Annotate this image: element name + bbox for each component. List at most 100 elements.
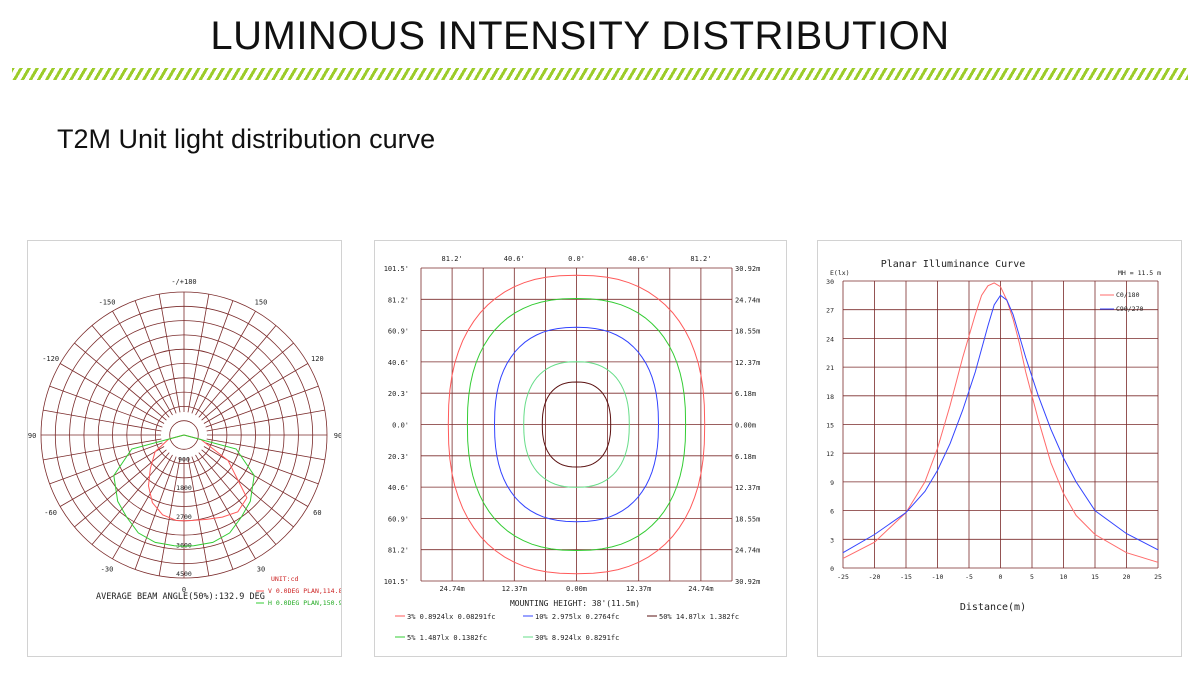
polar-spoke <box>191 456 234 570</box>
illum-y-tick: 12 <box>826 450 834 458</box>
polar-radial-label: 1800 <box>176 484 192 492</box>
polar-spoke <box>191 300 234 414</box>
polar-spoke <box>206 438 325 461</box>
illum-y-tick: 24 <box>826 335 834 343</box>
isolux-contour <box>466 297 687 552</box>
isolux-bottom-label: 24.74m <box>688 585 713 593</box>
polar-angle-label: -120 <box>42 355 59 363</box>
illum-mh-label: MH = 11.5 m <box>1118 269 1161 277</box>
illum-y-tick: 18 <box>826 393 834 401</box>
polar-spoke <box>203 446 309 507</box>
isolux-right-label: 12.37m <box>735 359 760 367</box>
illum-title: Planar Illuminance Curve <box>881 259 1026 270</box>
polar-spoke <box>158 457 181 576</box>
legend-label: C0/180 <box>1116 291 1140 299</box>
legend-label: 5% 1.487lx 0.1382fc <box>407 634 487 642</box>
isolux-left-label: 101.5' <box>384 265 409 273</box>
isolux-right-label: 24.74m <box>735 296 760 304</box>
isolux-right-label: 30.92m <box>735 578 760 586</box>
polar-radial-label: 3600 <box>176 541 192 549</box>
polar-footer: AVERAGE BEAM ANGLE(50%):132.9 DEG <box>96 592 265 602</box>
isolux-right-label: 0.00m <box>735 422 756 430</box>
polar-spoke <box>187 457 210 576</box>
polar-spoke <box>201 449 294 528</box>
isolux-left-label: 40.6' <box>388 484 409 492</box>
polar-radial-label: 2700 <box>176 513 192 521</box>
polar-radial-label: 4500 <box>176 570 192 578</box>
isolux-top-label: 0.0' <box>568 255 585 263</box>
polar-spoke <box>134 300 177 414</box>
isolux-top-label: 81.2' <box>690 255 711 263</box>
polar-unit-label: UNIT:cd <box>271 575 298 583</box>
illum-y-tick: 27 <box>826 307 834 315</box>
polar-angle-label: 150 <box>255 299 268 307</box>
illum-y-tick: 15 <box>826 422 834 430</box>
isolux-left-label: 81.2' <box>388 296 409 304</box>
legend-label: 30% 8.924lx 0.8291fc <box>535 634 619 642</box>
polar-angle-label: -/+180 <box>171 278 196 286</box>
illum-ylabel: E(lx) <box>830 269 850 277</box>
isolux-xlabel: MOUNTING HEIGHT: 38'(11.5m) <box>510 599 640 608</box>
illum-x-tick: 10 <box>1060 573 1068 581</box>
polar-radial-label: 900 <box>178 456 190 464</box>
polar-spoke <box>112 310 173 416</box>
illuminance-chart: -25 -20 -15 -10 -5 0 5 10 15 20 25 0 3 6 9 12 15 18 21 24 27… <box>826 259 1162 613</box>
legend-label: 10% 2.975lx 0.2764fc <box>535 613 619 621</box>
polar-spoke <box>195 310 256 416</box>
polar-angle-label: -90 <box>28 432 36 440</box>
illum-y-tick: 21 <box>826 364 834 372</box>
polar-angle-label: 30 <box>257 565 265 573</box>
isolux-contour <box>447 274 706 575</box>
polar-spoke <box>187 294 210 413</box>
illum-y-tick: 9 <box>830 479 834 487</box>
polar-spoke <box>198 452 277 545</box>
illum-y-tick: 0 <box>830 565 834 573</box>
illum-xlabel: Distance(m) <box>960 602 1026 613</box>
polar-spoke <box>201 342 294 421</box>
illum-x-tick: 0 <box>999 573 1003 581</box>
illum-x-tick: 5 <box>1030 573 1034 581</box>
polar-chart: -/+180 150 120 90 60 30 0 -30 -60 -90 -120 -150 900 1… <box>24 278 347 607</box>
polar-spoke <box>134 456 177 570</box>
polar-spoke <box>49 385 163 428</box>
polar-spoke <box>205 442 319 485</box>
polar-spoke <box>59 363 165 424</box>
header-divider-stripe <box>12 68 1188 80</box>
polar-spoke <box>195 454 256 560</box>
legend-label: H 0.0DEG PLAN,150.9° <box>268 599 341 607</box>
isolux-right-label: 30.92m <box>735 265 760 273</box>
polar-ring <box>169 420 199 450</box>
polar-angle-label: 120 <box>311 355 324 363</box>
isolux-chart: 81.2' 40.6' 0.0' 40.6' 81.2' 24.74m 12.37m 0.00… <box>384 255 761 642</box>
section-subtitle: T2M Unit light distribution curve <box>57 124 436 154</box>
polar-spoke <box>49 442 163 485</box>
illum-x-tick: 25 <box>1154 573 1162 581</box>
polar-angle-label: -60 <box>44 509 57 517</box>
isolux-top-label: 40.6' <box>628 255 649 263</box>
polar-spoke <box>206 409 325 432</box>
isolux-top-label: 40.6' <box>504 255 525 263</box>
illum-series-line <box>842 282 1159 563</box>
isolux-left-label: 60.9' <box>388 328 409 336</box>
illum-x-tick: -20 <box>869 573 881 581</box>
illum-y-tick: 3 <box>830 536 834 544</box>
polar-series-curve <box>113 434 255 547</box>
isolux-top-label: 81.2' <box>442 255 463 263</box>
polar-spoke <box>91 452 170 545</box>
isolux-contour <box>523 361 630 488</box>
polar-spoke <box>91 325 170 418</box>
isolux-right-label: 12.37m <box>735 484 760 492</box>
isolux-contour <box>493 326 660 523</box>
polar-chart-panel: -/+180 150 120 90 60 30 0 -30 -60 -90 -120 -150 900 1… <box>24 240 347 657</box>
isolux-left-label: 0.0' <box>392 422 409 430</box>
polar-spoke <box>205 385 319 428</box>
page-title: LUMINOUS INTENSITY DISTRIBUTION <box>210 14 950 58</box>
polar-spoke <box>112 454 173 560</box>
polar-spoke <box>74 342 167 421</box>
illum-x-tick: -10 <box>932 573 944 581</box>
isolux-contour <box>541 381 612 468</box>
legend-label: V 0.0DEG PLAN,114.8° <box>268 587 341 595</box>
polar-angle-label: -30 <box>101 565 114 573</box>
isolux-bottom-label: 24.74m <box>439 585 464 593</box>
isolux-bottom-label: 12.37m <box>502 585 527 593</box>
